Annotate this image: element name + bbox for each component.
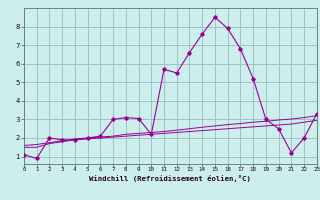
X-axis label: Windchill (Refroidissement éolien,°C): Windchill (Refroidissement éolien,°C) (90, 175, 251, 182)
